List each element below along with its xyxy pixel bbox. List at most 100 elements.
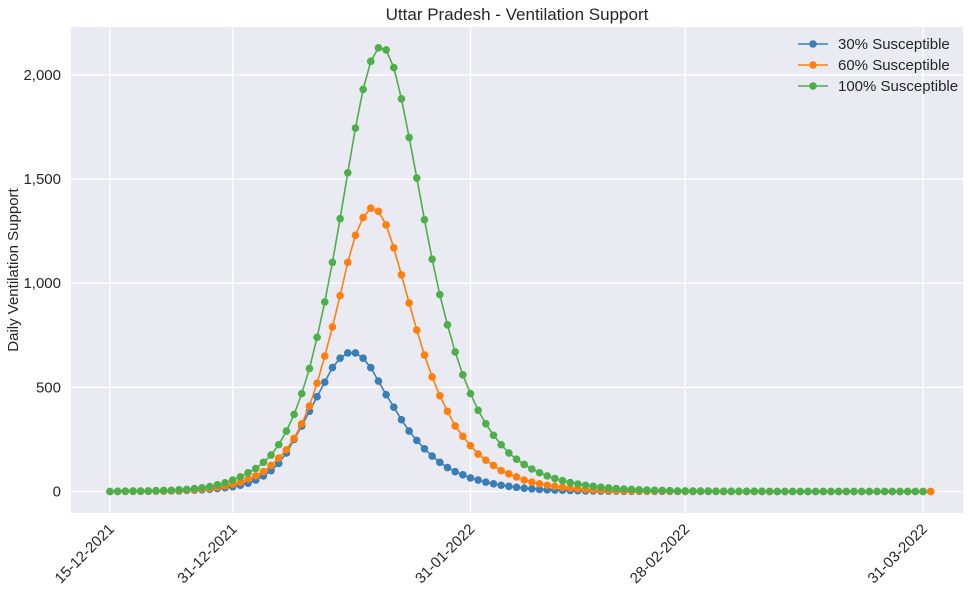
data-point bbox=[627, 485, 636, 494]
data-point bbox=[159, 486, 168, 495]
data-point bbox=[274, 454, 283, 462]
data-point bbox=[551, 482, 559, 491]
data-point bbox=[505, 449, 513, 457]
data-point bbox=[405, 427, 413, 435]
data-point bbox=[696, 487, 705, 495]
legend-item: 60% Susceptible bbox=[798, 57, 950, 74]
data-point bbox=[528, 478, 536, 486]
data-point bbox=[221, 478, 229, 487]
data-point bbox=[205, 482, 214, 491]
data-point bbox=[413, 326, 421, 334]
data-point bbox=[796, 487, 805, 496]
y-axis-label: Daily Ventilation Support bbox=[5, 187, 22, 351]
series-layer bbox=[106, 44, 935, 496]
x-tick-label: 31-12-2021 bbox=[174, 521, 240, 587]
data-point bbox=[658, 486, 667, 495]
x-tick-label: 31-03-2022 bbox=[865, 521, 931, 587]
data-point bbox=[811, 487, 820, 496]
data-point bbox=[451, 467, 459, 476]
data-point bbox=[106, 487, 114, 496]
data-point bbox=[643, 486, 651, 494]
data-point bbox=[274, 440, 283, 449]
data-point bbox=[827, 487, 835, 496]
data-point bbox=[873, 487, 881, 496]
plot-background bbox=[71, 27, 963, 513]
data-point bbox=[320, 378, 329, 386]
data-point bbox=[773, 487, 782, 496]
data-point bbox=[865, 487, 874, 496]
data-point bbox=[343, 258, 352, 267]
data-point bbox=[359, 213, 367, 222]
data-point bbox=[236, 478, 245, 486]
data-point bbox=[305, 402, 314, 410]
data-point bbox=[497, 440, 505, 449]
data-point bbox=[420, 215, 429, 224]
data-point bbox=[543, 472, 551, 480]
data-point bbox=[374, 377, 383, 385]
data-point bbox=[121, 487, 130, 496]
data-point bbox=[489, 461, 498, 470]
data-point bbox=[520, 460, 528, 469]
legend-item: 30% Susceptible bbox=[798, 36, 950, 53]
data-point bbox=[712, 487, 720, 496]
data-point bbox=[244, 468, 252, 477]
data-point bbox=[443, 321, 452, 329]
data-point bbox=[428, 255, 436, 264]
legend-label: 60% Susceptible bbox=[838, 57, 950, 74]
data-point bbox=[735, 487, 743, 496]
data-point bbox=[290, 434, 298, 443]
data-point bbox=[305, 364, 314, 373]
data-point bbox=[911, 487, 920, 496]
data-point bbox=[328, 323, 337, 331]
legend-marker bbox=[809, 40, 817, 48]
data-point bbox=[190, 484, 199, 493]
data-point bbox=[850, 487, 858, 496]
data-point bbox=[520, 476, 528, 484]
data-point bbox=[336, 354, 344, 362]
data-point bbox=[251, 464, 260, 473]
data-point bbox=[213, 481, 222, 489]
data-point bbox=[336, 214, 344, 223]
data-point bbox=[474, 406, 482, 415]
data-point bbox=[788, 487, 797, 496]
data-point bbox=[328, 258, 337, 267]
y-tick-label: 500 bbox=[36, 379, 61, 396]
data-point bbox=[175, 486, 183, 494]
data-point bbox=[512, 455, 521, 464]
x-tick-label: 15-12-2021 bbox=[52, 521, 118, 587]
data-point bbox=[274, 459, 283, 468]
data-point bbox=[297, 420, 306, 428]
x-tick-labels: 15-12-2021 31-12-2021 31-01-2022 28-02-2022… bbox=[52, 521, 931, 587]
data-point bbox=[336, 291, 344, 300]
data-point bbox=[451, 422, 459, 430]
data-point bbox=[666, 486, 674, 495]
legend-label: 30% Susceptible bbox=[838, 36, 950, 53]
data-point bbox=[459, 432, 467, 441]
data-point bbox=[420, 351, 429, 359]
data-point bbox=[635, 486, 644, 494]
data-point bbox=[512, 483, 521, 492]
data-point bbox=[152, 486, 160, 495]
data-point bbox=[482, 420, 490, 428]
data-point bbox=[413, 174, 421, 182]
data-point bbox=[842, 487, 851, 496]
data-point bbox=[512, 473, 521, 481]
data-point bbox=[359, 354, 367, 362]
data-point bbox=[182, 485, 191, 494]
legend: 30% Susceptible 60% Susceptible 100% Susce… bbox=[798, 36, 958, 95]
data-point bbox=[351, 124, 360, 132]
data-point bbox=[926, 487, 935, 496]
data-point bbox=[320, 298, 329, 306]
data-point bbox=[405, 299, 413, 307]
data-point bbox=[129, 487, 137, 495]
data-point bbox=[290, 410, 298, 419]
data-point bbox=[566, 478, 574, 487]
data-point bbox=[589, 482, 598, 491]
data-point bbox=[251, 472, 260, 480]
data-point bbox=[750, 487, 759, 496]
data-point bbox=[267, 466, 275, 475]
y-tick-label: 0 bbox=[53, 484, 61, 501]
x-tick-label: 31-01-2022 bbox=[412, 521, 478, 587]
data-point bbox=[758, 487, 766, 496]
data-point bbox=[382, 390, 390, 399]
